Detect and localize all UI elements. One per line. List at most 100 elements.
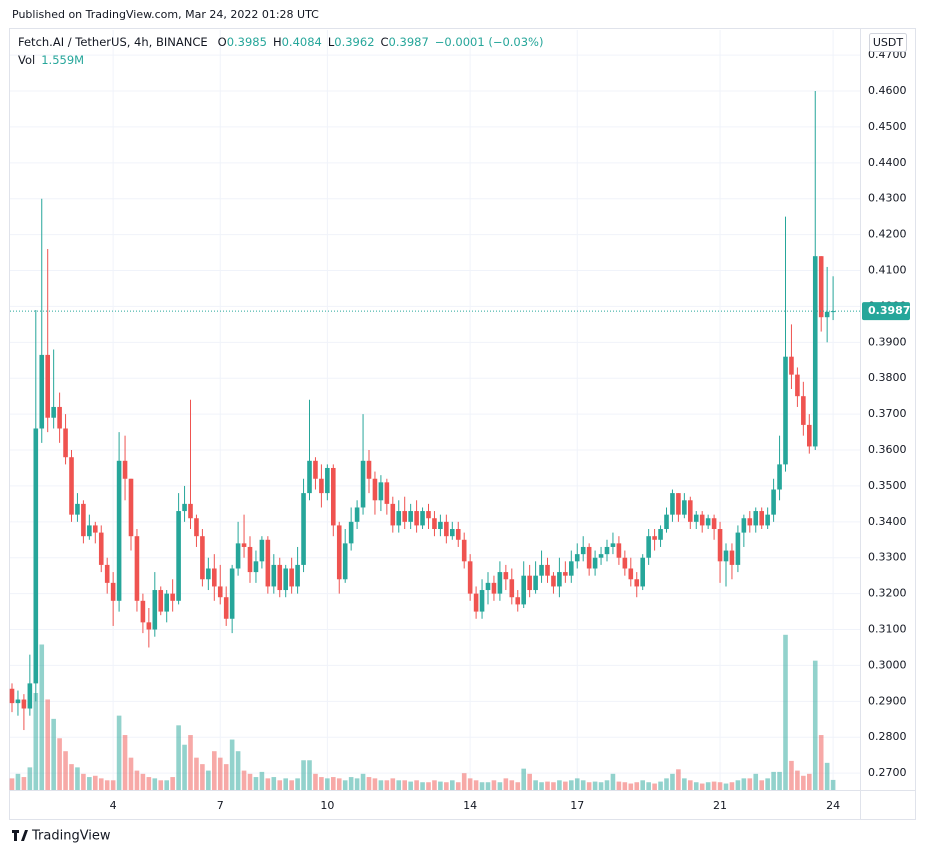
candle-body bbox=[247, 546, 253, 573]
candle-body bbox=[622, 557, 628, 569]
volume-bar bbox=[711, 781, 717, 790]
volume-bar bbox=[455, 782, 461, 790]
candle-body bbox=[420, 511, 425, 526]
candle-body bbox=[366, 460, 372, 479]
candle-body bbox=[295, 564, 300, 587]
candle-body bbox=[354, 507, 360, 522]
volume-bar bbox=[378, 780, 384, 790]
volume-bar bbox=[664, 778, 669, 790]
change: −0.0001 (−0.03%) bbox=[435, 35, 544, 49]
candle-body bbox=[830, 311, 836, 313]
candle-body bbox=[789, 356, 794, 375]
logo-text: TradingView bbox=[31, 829, 111, 844]
candle-body bbox=[569, 561, 574, 576]
volume-bar bbox=[21, 777, 27, 790]
volume-bar bbox=[188, 735, 193, 790]
volume-bar bbox=[830, 779, 836, 790]
candle-body bbox=[473, 593, 479, 612]
y-tick-label: 0.3600 bbox=[868, 443, 907, 456]
volume-bar bbox=[818, 735, 824, 790]
x-tick-label: 17 bbox=[570, 799, 584, 812]
volume-bar bbox=[277, 780, 283, 790]
volume-bar bbox=[81, 773, 86, 790]
volume-bar bbox=[485, 782, 491, 790]
candle-body bbox=[33, 428, 39, 684]
volume-bar bbox=[57, 738, 62, 790]
currency[interactable]: USDT bbox=[873, 36, 904, 49]
candle-body bbox=[693, 514, 699, 522]
volume-bar bbox=[527, 773, 532, 790]
y-tick-label: 0.4100 bbox=[868, 264, 907, 277]
last-price-label: 0.3987 bbox=[868, 304, 910, 317]
candle-body bbox=[414, 511, 419, 526]
candle-body bbox=[348, 521, 354, 544]
candle-body bbox=[616, 543, 622, 558]
volume-bar bbox=[212, 751, 217, 790]
ohlc-value: 0.3962 bbox=[334, 35, 374, 49]
ohlc-value: 0.3987 bbox=[389, 35, 429, 49]
volume-bar bbox=[265, 778, 271, 790]
volume-bar bbox=[122, 735, 128, 790]
candle-body bbox=[515, 597, 521, 605]
candle-body bbox=[479, 590, 485, 612]
volume-bar bbox=[741, 778, 747, 790]
volume-bar bbox=[592, 781, 598, 790]
symbol: Fetch.AI / TetherUS, 4h, BINANCE bbox=[18, 35, 208, 49]
volume-bar bbox=[533, 780, 538, 790]
volume-bar bbox=[574, 778, 580, 790]
candle-body bbox=[378, 482, 384, 501]
volume-bar bbox=[473, 780, 479, 790]
volume-bar bbox=[729, 782, 735, 790]
volume-bar bbox=[801, 775, 806, 790]
vol-key: Vol bbox=[18, 53, 35, 67]
x-tick-label: 10 bbox=[320, 799, 334, 812]
candle-body bbox=[539, 564, 544, 576]
candle-body bbox=[289, 568, 294, 587]
grid bbox=[10, 30, 860, 790]
candle-body bbox=[783, 356, 788, 465]
volume-bar bbox=[676, 769, 681, 790]
candle-body bbox=[188, 503, 193, 519]
volume-bar bbox=[432, 780, 437, 790]
candle-body bbox=[408, 511, 413, 522]
candle-body bbox=[27, 683, 33, 709]
candle-body bbox=[384, 482, 390, 504]
volume-bar bbox=[307, 760, 312, 790]
volume-bar bbox=[622, 782, 628, 790]
candle-body bbox=[545, 564, 550, 576]
volume-bar bbox=[176, 725, 181, 790]
volume-bar bbox=[807, 773, 812, 790]
y-tick-label: 0.4400 bbox=[868, 156, 907, 169]
volume-bar bbox=[521, 768, 526, 790]
volume-bar bbox=[515, 782, 521, 790]
candle-body bbox=[551, 575, 556, 587]
candle-body bbox=[717, 529, 723, 562]
candle-body bbox=[741, 518, 747, 533]
volume-bar bbox=[271, 777, 277, 790]
y-tick-label: 0.3000 bbox=[868, 658, 907, 671]
y-tick-label: 0.3300 bbox=[868, 551, 907, 564]
volume-bar bbox=[69, 764, 74, 790]
volume-bar bbox=[771, 771, 776, 790]
volume-bar bbox=[223, 764, 229, 790]
volume-bar bbox=[402, 780, 407, 790]
y-tick-label: 0.3700 bbox=[868, 407, 907, 420]
volume-bar bbox=[15, 773, 21, 790]
volume-bar bbox=[783, 634, 788, 790]
candle-body bbox=[152, 590, 158, 630]
volume-line: Vol 1.559M bbox=[18, 53, 84, 67]
volume-bar bbox=[63, 751, 68, 790]
y-tick-label: 0.4500 bbox=[868, 120, 907, 133]
candle-body bbox=[444, 521, 449, 537]
candle-body bbox=[104, 564, 110, 583]
volume-bar bbox=[295, 778, 300, 790]
candle-body bbox=[688, 500, 693, 522]
candle-body bbox=[265, 539, 271, 587]
volume-bar bbox=[509, 780, 515, 790]
candle-body bbox=[735, 532, 741, 565]
currency-box[interactable] bbox=[869, 33, 907, 52]
candle-body bbox=[461, 539, 467, 562]
volume-bar bbox=[116, 715, 122, 790]
x-tick-label: 24 bbox=[826, 799, 840, 812]
candle-body bbox=[646, 536, 651, 558]
